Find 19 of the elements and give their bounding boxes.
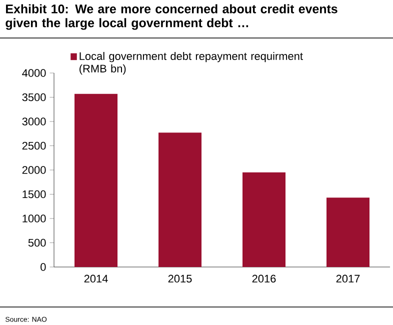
x-tick-label: 2016 [252,274,276,283]
y-tick-label: 4000 [22,69,46,77]
y-tick-label: 3500 [22,93,46,102]
y-tick-label: 1500 [22,190,46,198]
y-tick-label: 500 [28,238,46,247]
y-tick-label: 1000 [22,214,46,222]
y-tick-label: 2500 [22,142,46,150]
y-tick-label: 3000 [22,118,46,126]
x-tick-label: 2017 [336,274,360,283]
bar [158,132,202,267]
legend-label: Local government debt repayment requirment (RMB bn) [80,52,303,75]
bar [242,172,286,267]
y-tick-label: 0 [40,263,46,271]
bar [74,94,118,267]
chart-title: Exhibit 10: We are more concerned about credit events given the large local government debt … [6,4,338,30]
x-tick-label: 2014 [84,274,108,283]
bar [326,198,370,267]
x-tick-label: 2015 [168,274,192,283]
y-tick-label: 2000 [22,166,46,174]
